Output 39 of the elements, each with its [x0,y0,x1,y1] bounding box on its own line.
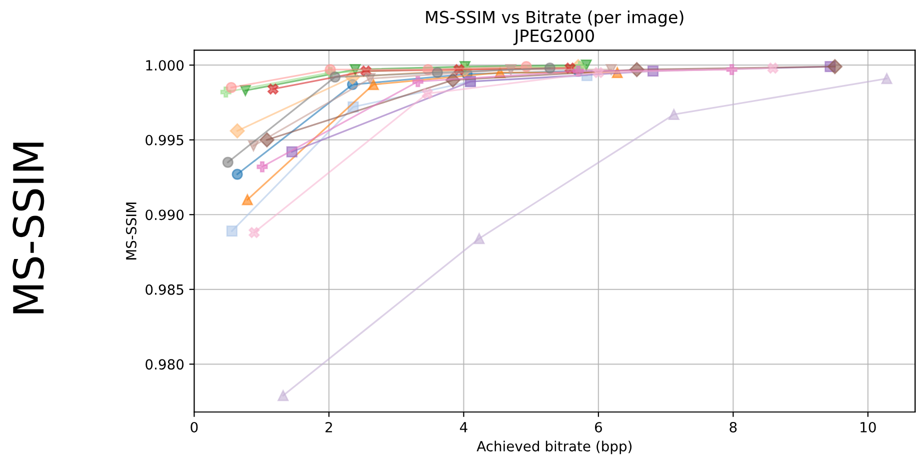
x-tick-label: 2 [326,422,332,432]
y-tick-label: 0.995 [146,134,184,146]
point [668,108,680,120]
x-tick-label: 4 [460,422,468,432]
point [222,156,234,168]
chart-subtitle: JPEG2000 [513,29,594,46]
x-tick-label: 10 [860,422,876,432]
point [592,67,604,78]
point [267,83,279,95]
point [474,233,485,244]
point [368,78,379,90]
x-tick-label: 0 [190,422,198,432]
point [256,161,268,172]
point [232,168,243,180]
point [432,67,443,78]
point [329,72,341,83]
point [422,88,433,100]
point [412,76,424,88]
point [324,64,336,76]
y-tick-label: 0.980 [146,359,184,370]
point [230,123,245,138]
y-axis-title: MS-SSIM [126,202,136,260]
chart-title: MS-SSIM vs Bitrate (per image) [426,10,684,27]
x-tick-label: 8 [730,422,737,432]
point [767,62,778,74]
point [226,82,237,94]
y-tick-label: 0.990 [146,210,184,220]
x-axis-title: Achieved bitrate (bpp) [476,440,632,454]
point [242,194,253,206]
point [544,62,556,74]
x-tick-label: 6 [594,422,602,432]
point [827,59,842,74]
point [881,73,892,84]
point [226,226,238,237]
y-tick-label: 0.985 [146,284,184,295]
point [278,390,289,402]
y-tick-label: 1.000 [146,60,184,71]
point [248,227,260,238]
text: MS-SSIM [12,142,44,314]
